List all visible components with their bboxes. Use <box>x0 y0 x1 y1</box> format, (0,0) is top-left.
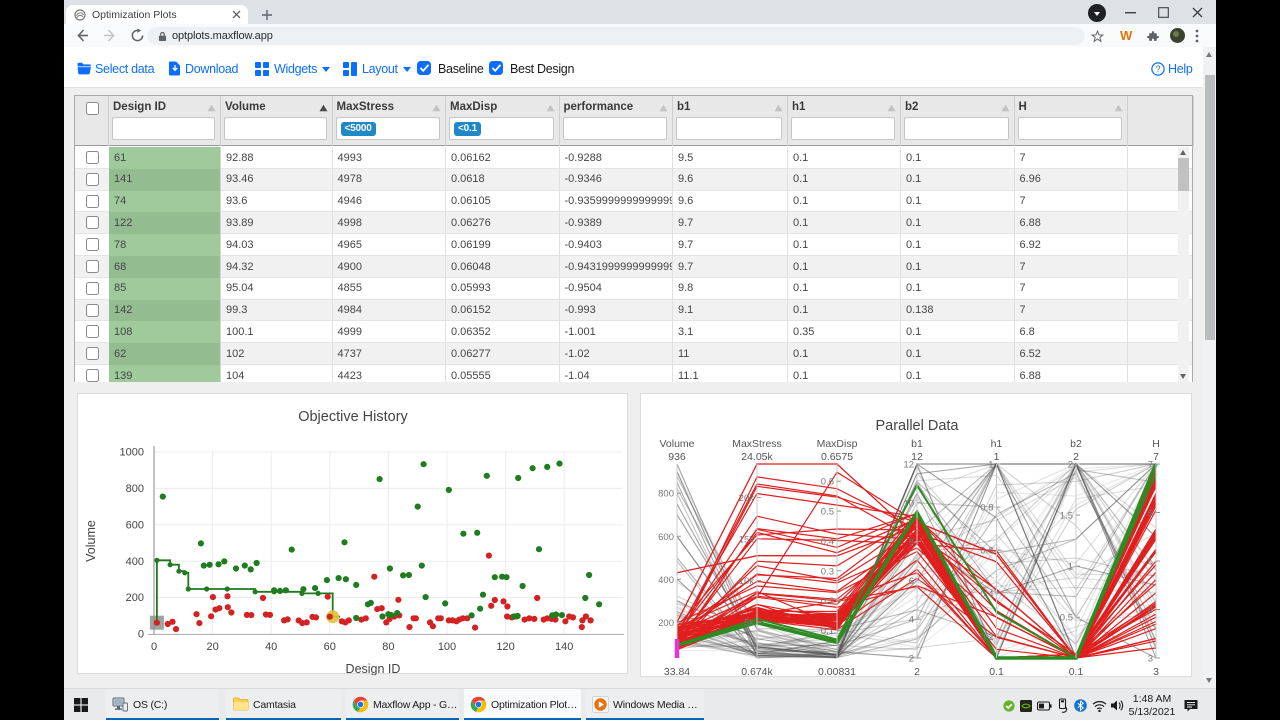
svg-text:0.3: 0.3 <box>821 566 834 577</box>
svg-text:800: 800 <box>658 489 674 500</box>
svg-text:936: 936 <box>668 451 686 463</box>
svg-text:Volume: Volume <box>659 438 694 450</box>
svg-text:2: 2 <box>914 666 920 678</box>
svg-text:33.84: 33.84 <box>664 666 690 678</box>
svg-text:0.1: 0.1 <box>989 666 1004 678</box>
svg-text:24.05k: 24.05k <box>741 451 773 463</box>
svg-text:8: 8 <box>909 537 914 548</box>
svg-text:0.5: 0.5 <box>821 507 834 518</box>
svg-text:Volume: Volume <box>84 520 98 562</box>
svg-text:400: 400 <box>658 575 674 586</box>
svg-text:0: 0 <box>138 629 144 641</box>
svg-text:MaxDisp: MaxDisp <box>817 438 858 450</box>
svg-text:200: 200 <box>126 592 144 604</box>
svg-text:140: 140 <box>555 641 573 653</box>
svg-text:6: 6 <box>909 576 914 587</box>
svg-text:0.00831: 0.00831 <box>818 666 856 678</box>
svg-text:Parallel Data: Parallel Data <box>875 418 959 434</box>
svg-text:4: 4 <box>1148 605 1153 616</box>
svg-text:1.5: 1.5 <box>1060 511 1073 522</box>
svg-text:80: 80 <box>382 641 394 653</box>
svg-text:600: 600 <box>658 532 674 543</box>
svg-text:Objective History: Objective History <box>298 409 408 425</box>
svg-text:1: 1 <box>994 451 1000 463</box>
svg-text:3: 3 <box>1148 654 1153 665</box>
svg-text:1: 1 <box>1068 562 1073 573</box>
svg-text:0.6575: 0.6575 <box>821 451 853 463</box>
svg-text:40: 40 <box>265 641 277 653</box>
svg-text:5k: 5k <box>744 618 754 629</box>
svg-text:6: 6 <box>1148 508 1153 519</box>
svg-text:10: 10 <box>903 498 914 509</box>
svg-text:0.4: 0.4 <box>821 536 834 547</box>
svg-text:7: 7 <box>1153 451 1159 463</box>
svg-text:7: 7 <box>1148 460 1153 471</box>
svg-text:3: 3 <box>1153 666 1159 678</box>
svg-text:12: 12 <box>911 451 923 463</box>
svg-text:20k: 20k <box>739 493 755 504</box>
svg-text:20: 20 <box>206 641 218 653</box>
svg-text:0.2: 0.2 <box>980 632 993 643</box>
svg-text:600: 600 <box>126 519 144 531</box>
svg-text:0.8: 0.8 <box>980 503 993 514</box>
svg-text:10k: 10k <box>739 576 755 587</box>
svg-text:0.4: 0.4 <box>980 589 993 600</box>
svg-text:800: 800 <box>126 483 144 495</box>
svg-text:1: 1 <box>988 460 993 471</box>
svg-text:1000: 1000 <box>120 447 144 459</box>
svg-text:400: 400 <box>126 556 144 568</box>
svg-text:0.6: 0.6 <box>980 546 993 557</box>
svg-text:?: ? <box>1156 64 1161 74</box>
svg-text:4: 4 <box>909 615 914 626</box>
svg-text:100: 100 <box>438 641 456 653</box>
svg-text:0.6: 0.6 <box>821 477 834 488</box>
svg-text:120: 120 <box>496 641 514 653</box>
svg-text:2: 2 <box>1073 451 1079 463</box>
svg-text:b1: b1 <box>911 438 923 450</box>
svg-text:MaxStress: MaxStress <box>732 438 782 450</box>
svg-text:h1: h1 <box>991 438 1003 450</box>
svg-text:0: 0 <box>151 641 157 653</box>
svg-text:H: H <box>1152 438 1160 450</box>
svg-text:2: 2 <box>909 654 914 665</box>
svg-text:0.1: 0.1 <box>821 626 834 637</box>
svg-text:60: 60 <box>324 641 336 653</box>
svg-text:15k: 15k <box>739 535 755 546</box>
svg-text:200: 200 <box>658 618 674 629</box>
svg-text:b2: b2 <box>1070 438 1082 450</box>
svg-text:0.2: 0.2 <box>821 596 834 607</box>
svg-text:Design ID: Design ID <box>346 662 401 675</box>
svg-text:0.1: 0.1 <box>1069 666 1084 678</box>
svg-text:2: 2 <box>1068 460 1073 471</box>
svg-text:12: 12 <box>903 460 914 471</box>
svg-text:0.5: 0.5 <box>1060 613 1073 624</box>
svg-text:5: 5 <box>1148 557 1153 568</box>
svg-text:0.674k: 0.674k <box>741 666 773 678</box>
